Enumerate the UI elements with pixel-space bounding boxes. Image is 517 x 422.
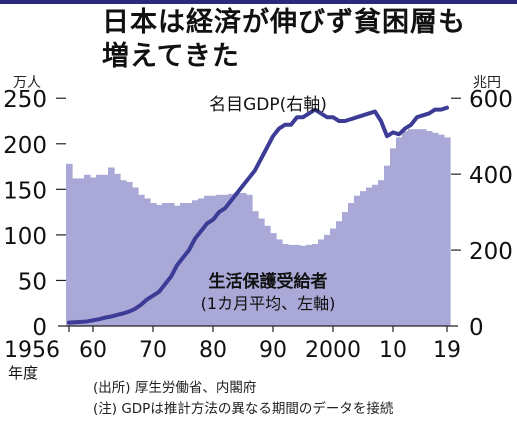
- welfare-bar: [354, 195, 361, 326]
- welfare-bar: [198, 198, 205, 326]
- welfare-bar: [318, 239, 325, 326]
- welfare-bar: [378, 180, 385, 326]
- x-axis-tick-label: 60: [79, 338, 107, 363]
- left-axis-tick-label: 0: [32, 315, 47, 341]
- welfare-bar: [264, 225, 271, 326]
- welfare-bar: [312, 244, 319, 326]
- welfare-bar: [336, 221, 343, 326]
- welfare-bar: [120, 180, 127, 326]
- gdp-series-label: 名目GDP(右軸): [209, 95, 327, 115]
- welfare-bar: [84, 174, 91, 326]
- left-axis-unit: 万人: [13, 75, 41, 91]
- welfare-bar: [294, 244, 301, 326]
- x-axis-tick-label: 2000: [305, 338, 361, 363]
- source-note: (出所) 厚生労働省、内閣府: [93, 380, 257, 396]
- welfare-bar: [396, 137, 403, 326]
- x-axis-tick-label: 1956: [4, 338, 60, 363]
- welfare-bar: [192, 200, 199, 326]
- welfare-bar: [348, 203, 355, 326]
- welfare-bar: [330, 228, 337, 326]
- right-axis-tick-label: 600: [469, 87, 513, 113]
- welfare-bar: [78, 178, 85, 326]
- welfare-bar: [444, 137, 451, 326]
- x-axis-tick-label: 90: [259, 338, 287, 363]
- left-axis-tick-label: 200: [3, 133, 47, 159]
- x-axis-tick-label: 10: [379, 338, 407, 363]
- welfare-bar: [258, 218, 265, 326]
- welfare-bar: [132, 187, 139, 326]
- welfare-bar: [384, 165, 391, 326]
- welfare-bar: [210, 195, 217, 326]
- welfare-bar: [180, 203, 187, 326]
- right-axis-tick-label: 0: [469, 315, 484, 341]
- chart-title-line1: 日本は経済が伸びず貧困層も: [102, 7, 466, 38]
- welfare-bar: [90, 177, 97, 326]
- welfare-bar: [432, 132, 439, 326]
- left-axis-tick-label: 50: [18, 269, 47, 295]
- welfare-bar: [342, 212, 349, 326]
- welfare-bar: [168, 203, 175, 326]
- x-axis-tick-label: 80: [199, 338, 227, 363]
- chart-axis-labels: 0 50 100 150 200 250 0 200 400 600 1956 60 70 80 90 200…: [3, 87, 513, 382]
- right-axis-tick-label: 400: [469, 163, 513, 189]
- welfare-bar: [150, 203, 157, 326]
- left-axis-tick-label: 150: [3, 178, 47, 204]
- welfare-bar: [114, 173, 121, 326]
- welfare-bar: [420, 129, 427, 326]
- welfare-series-label: 生活保護受給者: [209, 271, 328, 292]
- welfare-bar: [414, 129, 421, 326]
- welfare-bar: [246, 194, 253, 326]
- welfare-bar: [162, 203, 169, 326]
- welfare-bar: [138, 194, 145, 326]
- left-axis-tick-label: 250: [3, 87, 47, 113]
- welfare-bar: [234, 192, 241, 326]
- chart-title: 日本は経済が伸びず貧困層も 増えてきた: [102, 6, 466, 74]
- welfare-series-sublabel: (1カ月平均、左軸): [201, 294, 336, 313]
- welfare-bar: [156, 204, 163, 326]
- welfare-bar: [282, 244, 289, 326]
- welfare-bar: [438, 134, 445, 326]
- welfare-bar: [222, 194, 229, 326]
- chart-axes: [56, 97, 461, 332]
- welfare-bar: [402, 131, 409, 326]
- welfare-bar: [300, 245, 307, 326]
- left-axis-tick-label: 100: [3, 224, 47, 250]
- welfare-bar: [108, 167, 115, 326]
- x-axis-tick-label: 19: [433, 338, 461, 363]
- welfare-bar: [306, 244, 313, 326]
- welfare-bar: [288, 244, 295, 326]
- welfare-bar: [126, 182, 133, 326]
- welfare-bar: [270, 233, 277, 326]
- welfare-bar: [426, 131, 433, 326]
- chart-title-line2: 増えてきた: [102, 41, 240, 72]
- method-note: (注) GDPは推計方法の異なる期間のデータを接続: [93, 401, 394, 417]
- welfare-bar: [276, 239, 283, 326]
- welfare-bar: [240, 192, 247, 326]
- welfare-bar: [228, 193, 235, 326]
- welfare-bar: [102, 174, 109, 326]
- gdp-line: [67, 105, 449, 325]
- welfare-bar: [366, 187, 373, 326]
- welfare-bar: [372, 184, 379, 326]
- welfare-bar: [72, 178, 79, 326]
- welfare-bar: [360, 191, 367, 326]
- welfare-bar: [390, 148, 397, 326]
- welfare-bars: [66, 129, 451, 326]
- x-axis-tick-label: 70: [139, 338, 167, 363]
- welfare-bar: [66, 163, 73, 326]
- welfare-bar: [252, 211, 259, 326]
- welfare-bar: [96, 174, 103, 326]
- welfare-bar: [186, 203, 193, 326]
- right-axis-unit: 兆円: [473, 75, 501, 91]
- welfare-bar: [216, 194, 223, 326]
- welfare-bar: [408, 129, 415, 326]
- x-axis-unit: 年度: [8, 364, 38, 382]
- welfare-bar: [144, 198, 151, 326]
- right-axis-tick-label: 200: [469, 239, 513, 265]
- top-accent-bar: [0, 0, 517, 4]
- welfare-bar: [204, 195, 211, 326]
- welfare-bar: [324, 234, 331, 326]
